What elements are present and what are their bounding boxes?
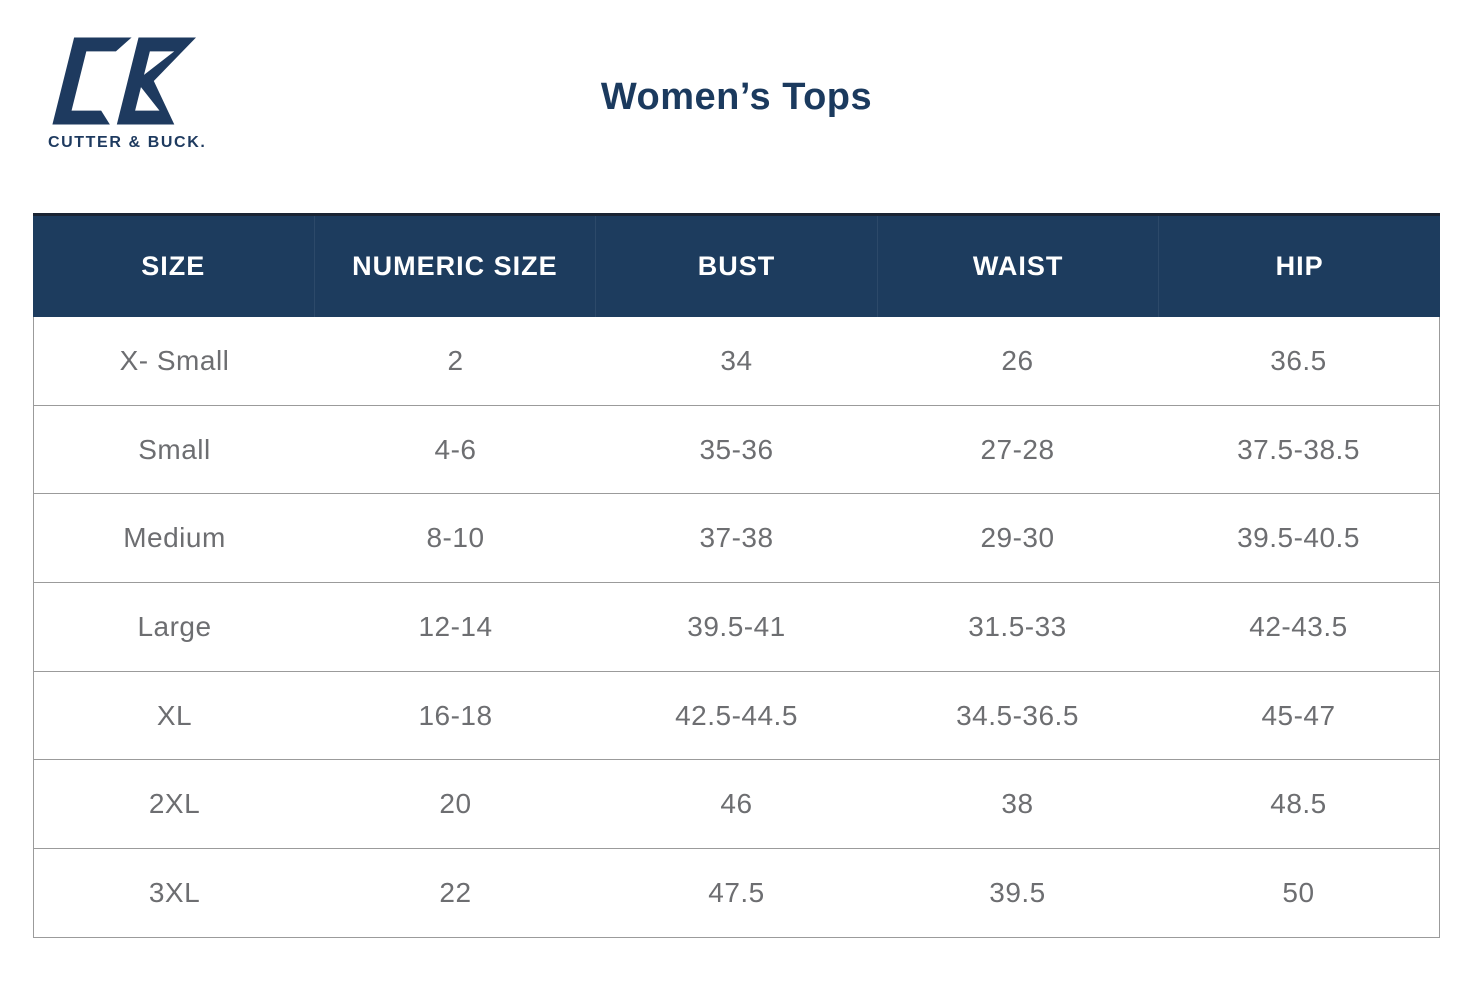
cell-numeric: 4-6 — [434, 433, 477, 465]
column-header-bust: BUST — [595, 216, 877, 317]
cell-size: Medium — [123, 522, 226, 554]
cell-numeric: 20 — [439, 788, 472, 820]
cell-waist: 29-30 — [980, 522, 1055, 554]
table-body: X- Small 2 34 26 36.5 Small 4-6 35-36 27… — [33, 317, 1440, 938]
cell-bust: 37-38 — [699, 522, 774, 554]
cell-hip: 45-47 — [1261, 699, 1336, 731]
cell-size: Large — [137, 610, 212, 642]
cell-hip: 36.5 — [1270, 344, 1327, 376]
column-header-waist: WAIST — [876, 216, 1159, 317]
cell-numeric: 16-18 — [418, 699, 493, 731]
cell-bust: 46 — [720, 788, 753, 820]
cell-numeric: 22 — [439, 876, 472, 908]
column-header-numeric-size: NUMERIC SIZE — [313, 216, 596, 317]
cell-size: XL — [156, 699, 193, 731]
column-header-size: SIZE — [141, 251, 206, 281]
table-row-3xl: 3XL 22 47.5 39.5 50 — [34, 849, 1439, 938]
size-chart-table: SIZE NUMERIC SIZE BUST WAIST HIP X- Smal… — [33, 213, 1440, 938]
cell-numeric: 8-10 — [426, 522, 485, 554]
cell-hip: 42-43.5 — [1249, 610, 1348, 642]
cell-size: 2XL — [148, 788, 201, 820]
cell-hip: 48.5 — [1270, 788, 1327, 820]
cell-waist: 38 — [1001, 788, 1034, 820]
cell-hip: 39.5-40.5 — [1237, 522, 1360, 554]
table-row-2xl: 2XL 20 46 38 48.5 — [34, 760, 1439, 850]
table-row-large: Large 12-14 39.5-41 31.5-33 42-43.5 — [34, 583, 1439, 672]
page-title: Women’s Tops — [600, 76, 873, 118]
cell-waist: 27-28 — [980, 433, 1055, 465]
column-header-hip: HIP — [1158, 216, 1440, 317]
cell-waist: 26 — [1001, 344, 1034, 376]
cutter-buck-cb-monogram-icon — [52, 37, 196, 125]
table-header-row: SIZE NUMERIC SIZE BUST WAIST HIP — [33, 213, 1440, 317]
cell-size: X- Small — [119, 344, 230, 376]
table-row-small: Small 4-6 35-36 27-28 37.5-38.5 — [34, 405, 1439, 495]
table-row-medium: Medium 8-10 37-38 29-30 39.5-40.5 — [34, 494, 1439, 584]
cell-bust: 47.5 — [708, 876, 765, 908]
cell-bust: 39.5-41 — [687, 610, 786, 642]
cell-numeric: 2 — [447, 344, 464, 376]
cell-bust: 34 — [720, 344, 753, 376]
brand-wordmark: CUTTER & BUCK. — [48, 134, 207, 151]
cell-waist: 31.5-33 — [968, 610, 1067, 642]
table-row-xl: XL 16-18 42.5-44.5 34.5-36.5 45-47 — [34, 671, 1439, 761]
cell-waist: 34.5-36.5 — [956, 699, 1079, 731]
cell-size: Small — [138, 433, 211, 465]
cell-numeric: 12-14 — [418, 610, 493, 642]
cell-bust: 35-36 — [699, 433, 774, 465]
cell-hip: 50 — [1282, 876, 1315, 908]
table-row-xsmall: X- Small 2 34 26 36.5 — [34, 317, 1439, 406]
cell-hip: 37.5-38.5 — [1237, 433, 1360, 465]
cell-bust: 42.5-44.5 — [675, 699, 798, 731]
cell-waist: 39.5 — [989, 876, 1046, 908]
cell-size: 3XL — [148, 876, 201, 908]
brand-logo: CUTTER & BUCK. — [48, 34, 208, 152]
